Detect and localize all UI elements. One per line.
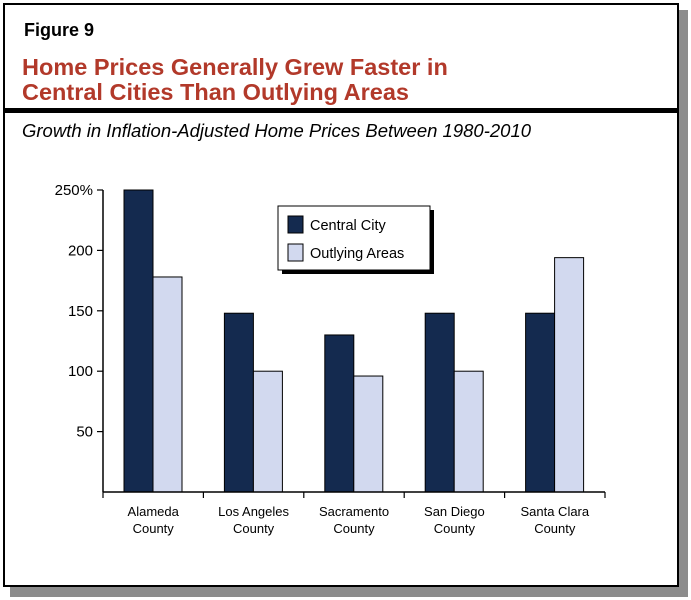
y-tick-label-100: 100	[68, 363, 93, 380]
legend-label-outlying-areas: Outlying Areas	[310, 246, 404, 262]
category-label-1-line-1: Alameda	[128, 504, 180, 519]
category-label-4-line-1: San Diego	[424, 504, 485, 519]
title-rule	[5, 108, 677, 113]
y-tick-label-150: 150	[68, 303, 93, 320]
title-line-2: Central Cities Than Outlying Areas	[22, 79, 409, 105]
legend-label-central-city: Central City	[310, 218, 386, 234]
category-label-3-line-1: Sacramento	[319, 504, 389, 519]
category-label-5-line-2: County	[534, 521, 576, 536]
legend-swatch-central-city	[287, 215, 304, 234]
bar-central-city-3	[324, 334, 355, 493]
figure-label: Figure 9	[24, 20, 95, 40]
category-label-2-line-2: County	[233, 521, 275, 536]
bar-outlying-areas-2	[252, 370, 283, 493]
category-label-4-line-2: County	[434, 521, 476, 536]
bar-outlying-areas-5	[554, 257, 585, 493]
figure-title: Home Prices Generally Grew Faster in Cen…	[22, 55, 448, 105]
y-tick-label-50: 50	[76, 424, 93, 441]
bar-central-city-1	[123, 189, 154, 493]
y-tick-label-250: 250%	[55, 182, 93, 199]
bar-central-city-4	[424, 312, 455, 493]
category-label-2-line-1: Los Angeles	[218, 504, 289, 519]
legend-swatch-outlying-areas	[287, 243, 304, 262]
bar-outlying-areas-4	[453, 370, 484, 493]
bar-outlying-areas-1	[152, 276, 183, 493]
bar-central-city-2	[223, 312, 254, 493]
chart-subtitle: Growth in Inflation-Adjusted Home Prices…	[22, 120, 532, 141]
title-line-1: Home Prices Generally Grew Faster in	[22, 54, 448, 80]
bar-central-city-5	[525, 312, 556, 493]
y-tick-label-200: 200	[68, 242, 93, 259]
category-label-1-line-2: County	[133, 521, 175, 536]
bar-outlying-areas-3	[353, 375, 384, 493]
category-label-3-line-2: County	[333, 521, 375, 536]
category-label-5-line-1: Santa Clara	[520, 504, 589, 519]
